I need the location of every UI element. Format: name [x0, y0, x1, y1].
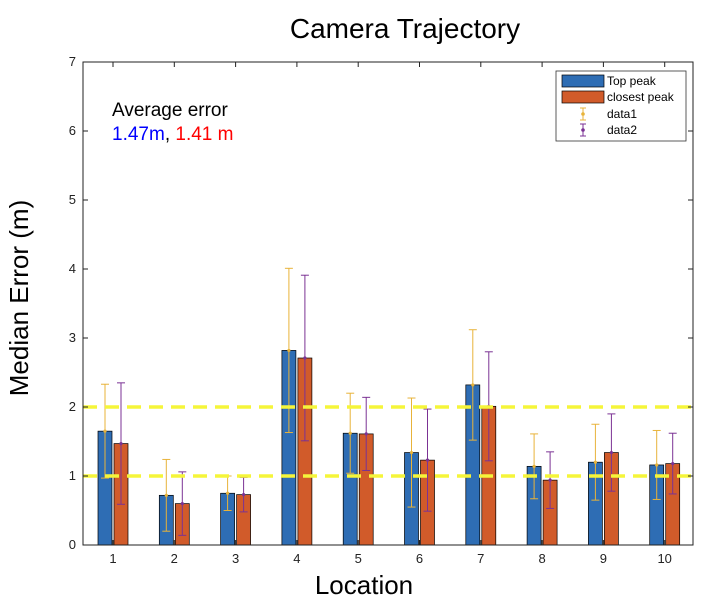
y-tick-label: 7 — [69, 54, 76, 69]
y-tick-label: 0 — [69, 537, 76, 552]
x-tick-label-9: 9 — [600, 551, 607, 566]
errorbar-center-dot — [609, 450, 614, 455]
x-tick-label-7: 7 — [477, 551, 484, 566]
plot-frame — [82, 61, 694, 546]
errorbar-data1-2 — [162, 458, 171, 532]
errorbar-data1-1 — [101, 383, 109, 479]
x-axis-label: Location — [315, 570, 413, 600]
errorbar-data2-1 — [117, 382, 125, 505]
y-tick-label: 2 — [69, 399, 76, 414]
annotation-values: 1.47m, 1.41 m — [112, 124, 233, 145]
errorbar-center-dot — [287, 348, 291, 353]
bars-layer — [97, 350, 681, 546]
error-bars-layer — [101, 267, 677, 536]
errorbar-center-dot — [364, 432, 368, 436]
errorbar-center-dot — [348, 431, 352, 435]
x-tick-label-6: 6 — [416, 551, 423, 566]
annotation-value-top-peak: 1.47m — [112, 124, 165, 145]
errorbar-center-dot — [425, 458, 430, 462]
legend-swatch-closest-peak — [561, 90, 605, 104]
y-tick-label: 6 — [69, 123, 76, 138]
x-tick-label-8: 8 — [538, 551, 545, 566]
errorbar-center-dot — [655, 463, 659, 467]
errorbar-center-dot — [180, 502, 184, 506]
errorbar-data1-10 — [652, 429, 661, 500]
errorbar-center-dot — [409, 450, 414, 455]
errorbar-center-dot — [242, 493, 246, 497]
errorbar-center-dot — [593, 460, 598, 464]
legend: Top peak closest peak data1 data2 — [555, 70, 687, 142]
x-tick-label-3: 3 — [232, 551, 239, 566]
legend-errorbar-dot — [581, 128, 585, 132]
legend-label-data1: data1 — [607, 107, 637, 121]
ticks-layer: 0 1 2 3 4 5 6 7 1 2 3 4 5 6 7 8 9 10 — [69, 54, 693, 566]
reference-lines-layer — [83, 405, 693, 478]
errorbar-center-dot — [548, 478, 552, 482]
errorbar-data1-9 — [591, 423, 600, 501]
chart-title: Camera Trajectory — [290, 13, 520, 44]
errorbar-center-dot — [532, 464, 536, 468]
errorbar-data1-6 — [407, 397, 416, 508]
errorbar-center-dot — [164, 493, 168, 497]
annotation-heading: Average error — [112, 100, 228, 121]
errorbar-data2-2 — [178, 471, 187, 536]
x-tick-label-4: 4 — [293, 551, 300, 566]
errorbar-center-dot — [471, 383, 475, 387]
errorbar-center-dot — [119, 441, 123, 446]
y-axis-label: Median Error (m) — [4, 200, 34, 396]
errorbar-data2-5 — [362, 396, 371, 471]
errorbar-data1-8 — [530, 433, 539, 500]
x-tick-label-10: 10 — [657, 551, 671, 566]
x-tick-label-2: 2 — [171, 551, 178, 566]
y-tick-label: 3 — [69, 330, 76, 345]
y-tick-label: 4 — [69, 261, 76, 276]
errorbar-center-dot — [671, 461, 675, 466]
errorbar-center-dot — [303, 356, 307, 360]
errorbar-data2-8 — [546, 451, 555, 509]
x-tick-label-5: 5 — [355, 551, 362, 566]
legend-errorbar-icon-data1 — [580, 107, 586, 121]
errorbar-center-dot — [226, 491, 230, 495]
x-tick-label-1: 1 — [109, 551, 116, 566]
legend-label-top-peak: Top peak — [607, 74, 657, 88]
errorbar-data1-4 — [284, 267, 293, 434]
annotation-value-closest-peak: 1.41 m — [175, 124, 233, 145]
errorbar-data2-6 — [423, 408, 432, 512]
legend-errorbar-dot — [581, 112, 585, 116]
legend-errorbar-icon-data2 — [580, 123, 586, 137]
legend-label-data2: data2 — [607, 123, 637, 137]
errorbar-data2-9 — [607, 413, 616, 492]
errorbar-data1-7 — [468, 329, 477, 441]
errorbar-center-dot — [103, 429, 107, 433]
errorbar-data2-4 — [300, 274, 309, 442]
y-tick-label: 1 — [69, 468, 76, 483]
y-tick-label: 5 — [69, 192, 76, 207]
legend-swatch-top-peak — [561, 74, 605, 88]
legend-label-closest-peak: closest peak — [607, 90, 675, 104]
errorbar-data2-10 — [668, 432, 677, 495]
annotation-separator: , — [165, 124, 176, 145]
axes-layer — [82, 61, 694, 546]
